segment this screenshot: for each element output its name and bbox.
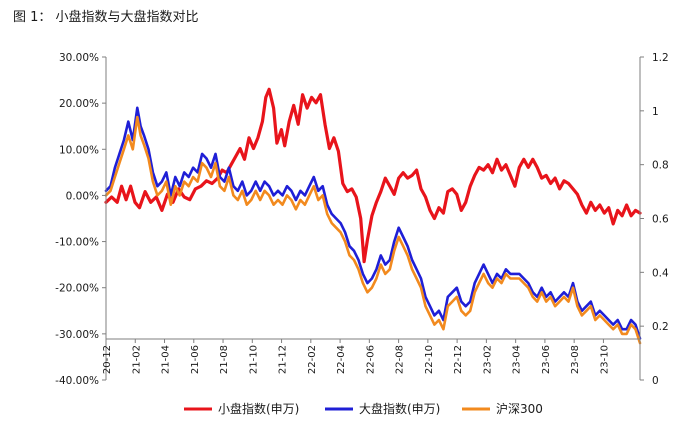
x-tick-label: 22-12 [453,345,464,374]
left-tick-label: -20.00% [55,283,99,295]
right-tick-label: 0.8 [652,160,669,172]
legend-group: 小盘指数(申万) 大盘指数(申万) 沪深300 [184,401,543,416]
legend-label-1: 小盘指数(申万) [218,401,299,416]
x-tick-label: 21-10 [248,345,259,374]
x-tick-label: 23-06 [541,345,552,374]
left-tick-label: 10.00% [59,144,99,156]
left-tick-label: -30.00% [55,329,99,341]
x-tick-label: 23-10 [599,345,610,374]
x-tick-label: 22-04 [336,345,347,374]
x-tick-label: 22-08 [395,345,406,374]
left-tick-label: 20.00% [59,98,99,110]
series-line-2 [104,106,642,340]
x-tick-label: 22-06 [365,345,376,374]
x-tick-label: 22-02 [307,345,318,374]
x-tick-label: 22-10 [424,345,435,374]
right-tick-label: 0.4 [652,267,669,279]
figure-title: 图 1： 小盘指数与大盘指数对比 [13,10,199,25]
left-tick-label: 0.00% [66,190,99,202]
x-tick-label: 21-06 [190,345,201,374]
left-tick-label: -10.00% [55,237,99,249]
axes-group: 30.00% 20.00% 10.00% 0.00% -10.00% -20.00% -30… [55,52,669,387]
x-tick-label: 20-12 [102,345,113,374]
x-tick-label: 23-02 [482,345,493,374]
x-tick-label: 23-04 [512,345,523,374]
right-tick-label: 1.2 [652,52,669,64]
series-line-1 [104,87,642,264]
x-tick-label: 21-12 [278,345,289,374]
x-tick-label: 21-02 [131,345,142,374]
series-line-3 [104,115,642,345]
right-tick-label: 0.2 [652,321,669,333]
legend-label-2: 大盘指数(申万) [359,401,440,416]
right-tick-label: 0 [652,375,659,387]
x-tick-label: 23-08 [570,345,581,374]
left-tick-label: -40.00% [55,375,99,387]
x-tick-label: 21-08 [219,345,230,374]
legend-label-3: 沪深300 [496,402,543,416]
right-tick-label: 1 [652,106,659,118]
right-tick-label: 0.6 [652,214,669,226]
series-group [104,87,642,345]
left-tick-label: 30.00% [59,52,99,64]
x-tick-label: 21-04 [161,345,172,374]
